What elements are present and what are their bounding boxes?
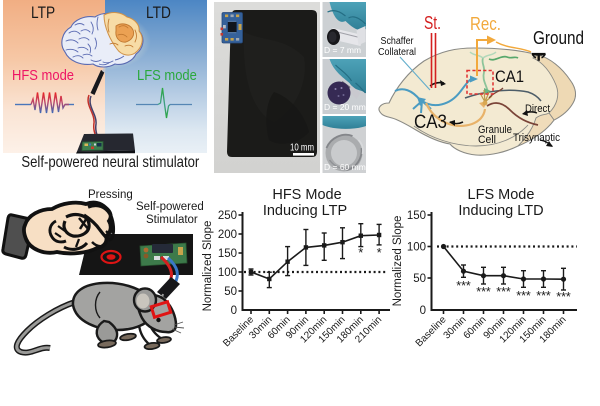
svg-text:LFS Mode: LFS Mode xyxy=(468,187,535,203)
svg-text:Collateral: Collateral xyxy=(378,47,416,58)
svg-text:CA3: CA3 xyxy=(414,112,447,133)
svg-text:150: 150 xyxy=(218,248,237,260)
svg-text:***: *** xyxy=(456,279,471,293)
svg-text:50: 50 xyxy=(413,273,426,285)
svg-text:***: *** xyxy=(556,290,571,304)
svg-text:***: *** xyxy=(516,289,531,303)
svg-text:HFS Mode: HFS Mode xyxy=(272,187,341,203)
svg-text:*: * xyxy=(377,245,382,260)
svg-text:Normalized Slope: Normalized Slope xyxy=(202,221,214,312)
svg-text:250: 250 xyxy=(218,210,237,222)
svg-text:Trisynaptic: Trisynaptic xyxy=(513,132,560,144)
svg-text:D = 7 mm: D = 7 mm xyxy=(324,45,361,55)
svg-text:Normalized Slope: Normalized Slope xyxy=(392,216,404,307)
svg-text:150: 150 xyxy=(407,210,426,222)
svg-text:Granule: Granule xyxy=(478,124,512,136)
svg-text:CA1: CA1 xyxy=(495,67,524,86)
svg-text:D = 20 mm: D = 20 mm xyxy=(324,102,366,112)
svg-text:Rec.: Rec. xyxy=(470,14,501,34)
svg-text:100: 100 xyxy=(407,242,426,254)
svg-text:10 mm: 10 mm xyxy=(290,143,314,154)
svg-text:100: 100 xyxy=(218,267,237,279)
svg-text:***: *** xyxy=(496,285,511,299)
svg-text:Direct: Direct xyxy=(525,103,550,115)
svg-text:Inducing LTP: Inducing LTP xyxy=(263,203,347,219)
svg-text:Ground: Ground xyxy=(533,28,584,48)
svg-text:***: *** xyxy=(476,285,491,299)
svg-text:Inducing LTD: Inducing LTD xyxy=(458,203,543,219)
svg-text:50: 50 xyxy=(224,286,237,298)
svg-text:Cell: Cell xyxy=(478,134,496,146)
svg-text:Schaffer: Schaffer xyxy=(381,36,415,47)
svg-text:0: 0 xyxy=(420,305,426,317)
svg-text:200: 200 xyxy=(218,229,237,241)
svg-text:***: *** xyxy=(536,289,551,303)
svg-text:St.: St. xyxy=(424,13,441,33)
svg-text:D = 60 mm: D = 60 mm xyxy=(324,162,366,172)
svg-text:0: 0 xyxy=(231,305,237,317)
svg-text:*: * xyxy=(358,245,363,260)
